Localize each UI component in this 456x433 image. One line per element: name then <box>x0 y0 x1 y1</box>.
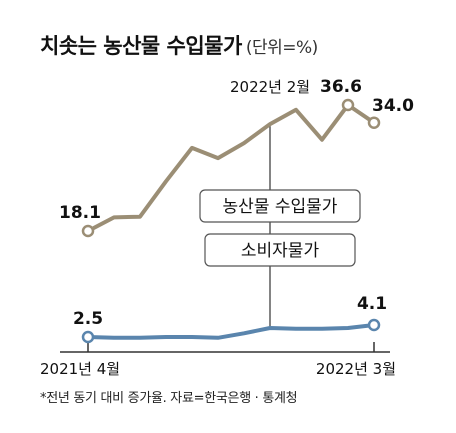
label-import-peak: 36.6 <box>320 77 362 97</box>
label-peak-date: 2022년 2월 <box>230 78 310 96</box>
unit-label: (단위=%) <box>245 38 318 58</box>
x-label-end: 2022년 3월 <box>316 360 396 378</box>
legend-label-import: 농산물 수입물가 <box>223 197 338 217</box>
marker-consumer-first <box>81 330 95 344</box>
chart-title: 치솟는 농산물 수입물가 (단위=%) <box>40 30 318 60</box>
x-label-start: 2021년 4월 <box>40 360 120 378</box>
legend-box-import: 농산물 수입물가 <box>199 189 361 223</box>
legend-label-consumer: 소비자물가 <box>241 241 320 261</box>
marker-import-last <box>367 116 381 129</box>
source-note: *전년 동기 대비 증가율. 자료=한국은행 · 통계청 <box>40 391 298 406</box>
series-line-consumer-prices <box>87 323 375 340</box>
title-text: 치솟는 농산물 수입물가 <box>40 34 242 58</box>
marker-import-peak <box>341 98 355 112</box>
series-line-import-prices <box>87 103 376 233</box>
legend-box-consumer: 소비자물가 <box>204 233 356 267</box>
label-import-first: 18.1 <box>59 203 101 223</box>
marker-consumer-last <box>367 318 381 332</box>
label-import-last: 34.0 <box>372 96 414 116</box>
label-consumer-last: 4.1 <box>357 294 387 314</box>
marker-import-first <box>81 224 95 238</box>
label-consumer-first: 2.5 <box>73 309 103 329</box>
